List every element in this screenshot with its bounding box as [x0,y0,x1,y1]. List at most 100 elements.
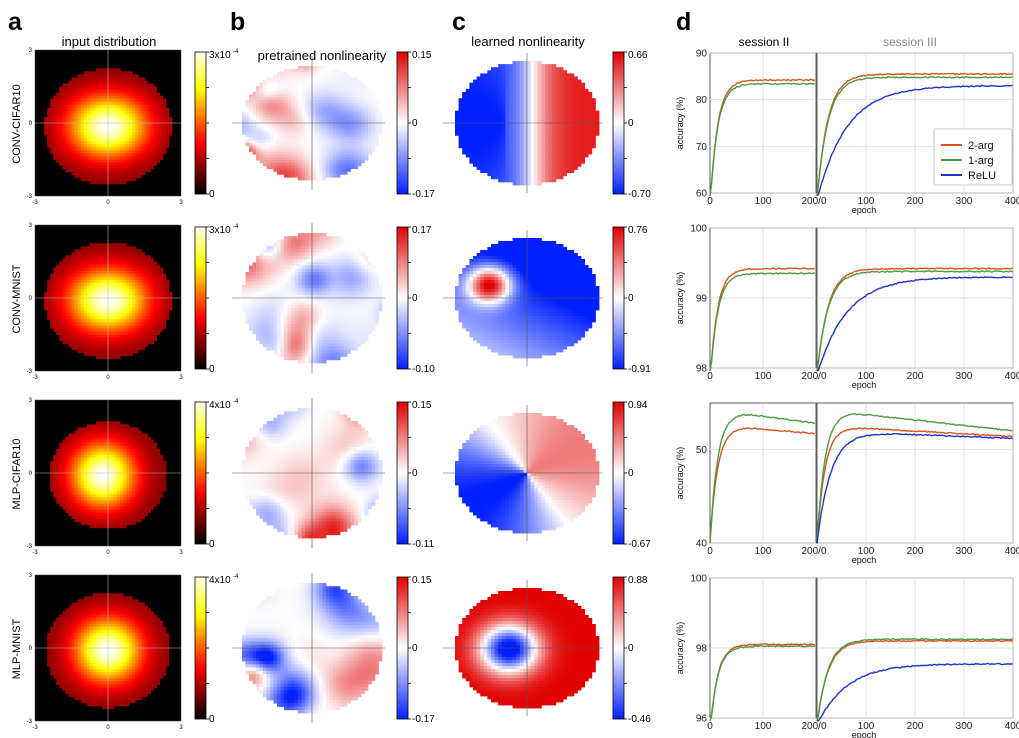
input-dist-pixel [92,678,97,682]
input-dist-pixel [132,651,136,655]
input-dist-pixel [50,104,54,109]
input-dist-pixel [62,141,66,145]
input-dist-pixel [83,352,88,357]
input-dist-pixel [98,623,103,628]
input-dist-pixel [138,135,142,139]
input-dist-pixel [165,144,170,148]
input-dist-pixel [147,279,151,284]
input-dist-pixel [108,463,112,468]
input-dist-pixel [111,276,115,281]
input-dist-pixel [77,494,82,498]
input-dist-pixel [101,165,106,170]
input-dist-pixel [123,651,127,655]
input-dist-pixel [101,355,106,360]
input-dist-pixel [141,92,145,97]
input-dist-pixel [59,129,63,133]
input-dist-pixel [123,83,127,87]
input-dist-pixel [150,675,155,679]
input-dist-pixel [132,135,136,139]
input-dist-pixel [101,304,106,308]
input-dist-pixel [65,669,69,673]
input-dist-pixel [126,101,130,106]
input-dist-pixel [132,273,136,278]
input-dist-pixel [50,641,54,646]
input-dist-pixel [104,261,109,265]
input-dist-pixel [101,684,106,688]
input-dist-pixel [89,654,94,658]
input-dist-pixel [138,110,142,115]
input-dist-pixel [132,113,136,118]
input-dist-pixel [56,126,60,130]
input-dist-pixel [50,469,54,474]
input-dist-pixel [101,497,106,501]
input-dist-pixel [92,331,97,335]
input-dist-pixel [111,696,115,701]
input-dist-pixel [59,669,63,673]
input-dist-pixel [74,328,78,332]
input-dist-pixel [108,690,112,695]
input-dist-pixel [86,660,91,664]
input-dist-pixel [59,641,63,646]
input-dist-pixel [144,442,148,447]
input-dist-pixel [117,177,121,182]
input-dist-pixel [101,524,106,529]
input-dist-pixel [120,651,124,655]
input-dist-pixel [159,644,164,649]
input-dist-pixel [74,95,78,100]
input-dist-pixel [126,463,130,468]
input-dist-pixel [108,331,112,335]
input-dist-pixel [74,129,78,133]
input-dist-pixel [153,285,158,290]
input-dist-pixel [111,340,115,345]
input-dist-pixel [111,451,115,456]
input-dist-pixel [123,264,127,268]
input-dist-pixel [89,322,94,326]
pretrained-pixel [291,71,295,75]
input-dist-pixel [77,89,82,93]
input-dist-pixel [95,282,100,287]
input-dist-pixel [95,596,100,600]
input-dist-pixel [98,494,103,498]
input-dist-pixel [89,141,94,145]
input-dist-pixel [108,135,112,139]
input-dist-pixel [104,702,109,707]
input-dist-pixel [162,135,167,139]
input-dist-pixel [117,675,121,679]
input-dist-pixel [159,288,164,293]
input-dist-pixel [138,512,142,516]
input-dist-pixel [120,684,124,688]
input-dist-pixel [141,663,145,667]
input-dist-pixel [138,285,142,290]
input-dist-pixel [98,433,103,437]
input-dist-pixel [138,454,142,459]
column-title-b: pretrained nonlinearity [258,48,387,63]
input-dist-pixel [89,476,94,480]
input-dist-pixel [68,503,72,507]
input-dist-pixel [80,322,85,326]
input-dist-pixel [141,445,145,450]
input-dist-pixel [80,454,85,459]
input-dist-pixel [77,491,82,495]
input-dist-pixel [74,666,78,670]
input-dist-pixel [147,116,151,121]
input-dist-pixel [53,657,57,661]
input-dist-pixel [86,285,91,290]
input-dist-pixel [98,488,103,492]
input-dist-pixel [98,672,103,676]
input-dist-pixel [108,424,112,428]
input-dist-pixel [89,252,94,256]
input-dist-pixel [144,110,148,115]
input-dist-pixel [77,599,82,603]
input-dist-pixel [71,147,75,151]
input-dist-pixel [53,675,57,679]
input-dist-pixel [153,86,158,90]
input-dist-pixel [92,596,97,600]
input-dist-pixel [156,98,161,103]
input-dist-pixel [95,641,100,646]
input-dist-pixel [123,74,127,78]
input-dist-pixel [89,89,94,93]
input-dist-pixel [65,491,69,495]
input-dist-pixel [98,129,103,133]
input-dist-pixel [65,635,69,640]
pretrained-pixel [301,77,306,81]
